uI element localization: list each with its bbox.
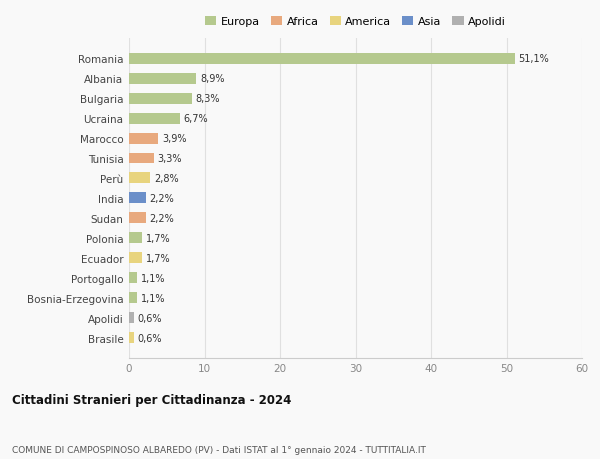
Text: 1,1%: 1,1% [141, 273, 166, 283]
Text: Cittadini Stranieri per Cittadinanza - 2024: Cittadini Stranieri per Cittadinanza - 2… [12, 393, 292, 406]
Bar [129, 93, 191, 104]
Text: 6,7%: 6,7% [184, 114, 208, 124]
Bar [129, 273, 137, 284]
Bar [129, 54, 515, 64]
Bar [129, 213, 146, 224]
Bar [129, 293, 137, 304]
Bar [129, 333, 134, 343]
Bar [129, 113, 179, 124]
Text: 2,2%: 2,2% [149, 213, 174, 224]
Legend: Europa, Africa, America, Asia, Apolidi: Europa, Africa, America, Asia, Apolidi [205, 17, 506, 27]
Bar [129, 193, 146, 204]
Text: 3,9%: 3,9% [162, 134, 187, 144]
Text: 51,1%: 51,1% [518, 54, 550, 64]
Text: 1,7%: 1,7% [146, 253, 170, 263]
Bar [129, 313, 134, 324]
Text: 0,6%: 0,6% [137, 333, 162, 343]
Text: 2,2%: 2,2% [149, 194, 174, 203]
Bar [129, 173, 150, 184]
Text: 3,3%: 3,3% [158, 154, 182, 164]
Text: 8,9%: 8,9% [200, 74, 224, 84]
Text: 0,6%: 0,6% [137, 313, 162, 323]
Text: 2,8%: 2,8% [154, 174, 179, 184]
Text: 8,3%: 8,3% [196, 94, 220, 104]
Bar [129, 253, 142, 264]
Bar [129, 73, 196, 84]
Text: COMUNE DI CAMPOSPINOSO ALBAREDO (PV) - Dati ISTAT al 1° gennaio 2024 - TUTTITALI: COMUNE DI CAMPOSPINOSO ALBAREDO (PV) - D… [12, 445, 426, 454]
Text: 1,1%: 1,1% [141, 293, 166, 303]
Bar [129, 233, 142, 244]
Text: 1,7%: 1,7% [146, 233, 170, 243]
Bar [129, 153, 154, 164]
Bar [129, 133, 158, 144]
